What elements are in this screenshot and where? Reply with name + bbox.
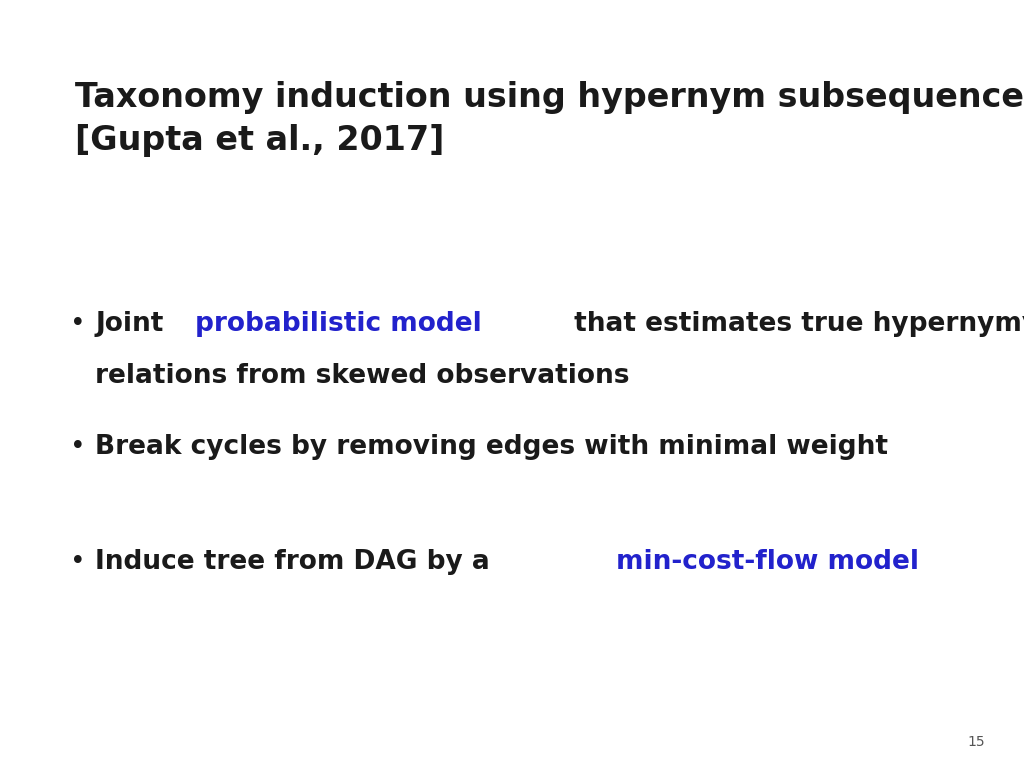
- Text: 15: 15: [968, 735, 985, 749]
- Text: relations from skewed observations: relations from skewed observations: [95, 363, 630, 389]
- Text: Joint: Joint: [95, 311, 173, 337]
- Text: [Gupta et al., 2017]: [Gupta et al., 2017]: [75, 124, 444, 157]
- Text: •: •: [70, 311, 85, 337]
- Text: that estimates true hypernymy: that estimates true hypernymy: [565, 311, 1024, 337]
- Text: Induce tree from DAG by a: Induce tree from DAG by a: [95, 549, 499, 575]
- Text: Taxonomy induction using hypernym subsequences: Taxonomy induction using hypernym subseq…: [75, 81, 1024, 114]
- Text: •: •: [70, 434, 85, 460]
- Text: probabilistic model: probabilistic model: [196, 311, 482, 337]
- Text: Break cycles by removing edges with minimal weight: Break cycles by removing edges with mini…: [95, 434, 888, 460]
- Text: •: •: [70, 549, 85, 575]
- Text: min-cost-flow model: min-cost-flow model: [616, 549, 920, 575]
